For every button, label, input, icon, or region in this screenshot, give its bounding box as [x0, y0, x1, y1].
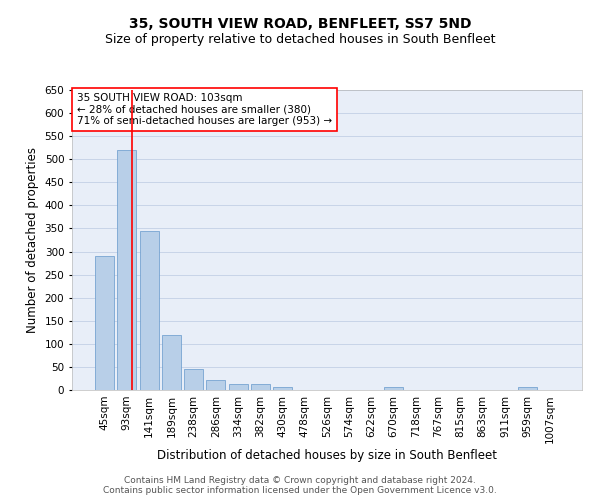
- Bar: [518, 387, 536, 390]
- Text: 35, SOUTH VIEW ROAD, BENFLEET, SS7 5ND: 35, SOUTH VIEW ROAD, BENFLEET, SS7 5ND: [129, 18, 471, 32]
- Y-axis label: Number of detached properties: Number of detached properties: [26, 147, 39, 333]
- Bar: [162, 334, 181, 390]
- Bar: [140, 231, 158, 390]
- Bar: [184, 369, 203, 390]
- Text: 35 SOUTH VIEW ROAD: 103sqm
← 28% of detached houses are smaller (380)
71% of sem: 35 SOUTH VIEW ROAD: 103sqm ← 28% of deta…: [77, 93, 332, 126]
- Bar: [251, 384, 270, 390]
- Bar: [95, 256, 114, 390]
- Text: Contains HM Land Registry data © Crown copyright and database right 2024.
Contai: Contains HM Land Registry data © Crown c…: [103, 476, 497, 495]
- X-axis label: Distribution of detached houses by size in South Benfleet: Distribution of detached houses by size …: [157, 449, 497, 462]
- Text: Size of property relative to detached houses in South Benfleet: Size of property relative to detached ho…: [105, 32, 495, 46]
- Bar: [229, 384, 248, 390]
- Bar: [206, 380, 225, 390]
- Bar: [384, 387, 403, 390]
- Bar: [118, 150, 136, 390]
- Bar: [273, 387, 292, 390]
